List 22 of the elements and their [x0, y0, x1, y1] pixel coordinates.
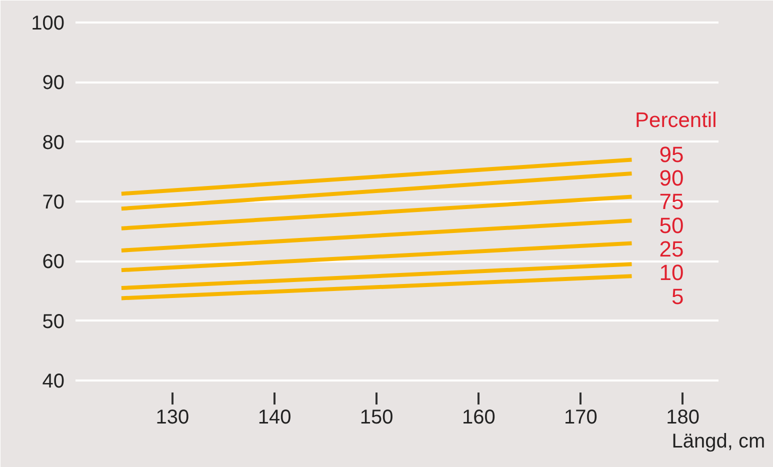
series-label: 10 — [659, 260, 684, 286]
x-axis-title: Längd, cm — [672, 430, 766, 452]
y-tick-label: 100 — [31, 12, 65, 34]
y-tick-label: 80 — [42, 132, 65, 154]
series-label: 95 — [659, 142, 684, 167]
x-tick-label: 130 — [156, 406, 190, 428]
legend-title: Percentil — [635, 109, 717, 132]
series-label: 5 — [672, 284, 684, 309]
series-label: 90 — [659, 165, 684, 190]
x-tick-label: 160 — [462, 406, 496, 428]
x-tick-label: 180 — [666, 406, 700, 428]
x-tick-label: 140 — [258, 406, 292, 428]
y-tick-label: 60 — [42, 251, 65, 274]
y-tick-label: 40 — [42, 370, 65, 393]
series-label: 25 — [659, 236, 684, 262]
x-tick-label: 150 — [360, 406, 394, 428]
series-label: 75 — [659, 189, 684, 214]
x-tick-label: 170 — [564, 406, 598, 428]
y-tick-label: 50 — [42, 310, 65, 333]
y-tick-label: 70 — [42, 192, 65, 214]
series-label: 50 — [659, 212, 684, 238]
y-tick-label: 90 — [42, 72, 65, 94]
